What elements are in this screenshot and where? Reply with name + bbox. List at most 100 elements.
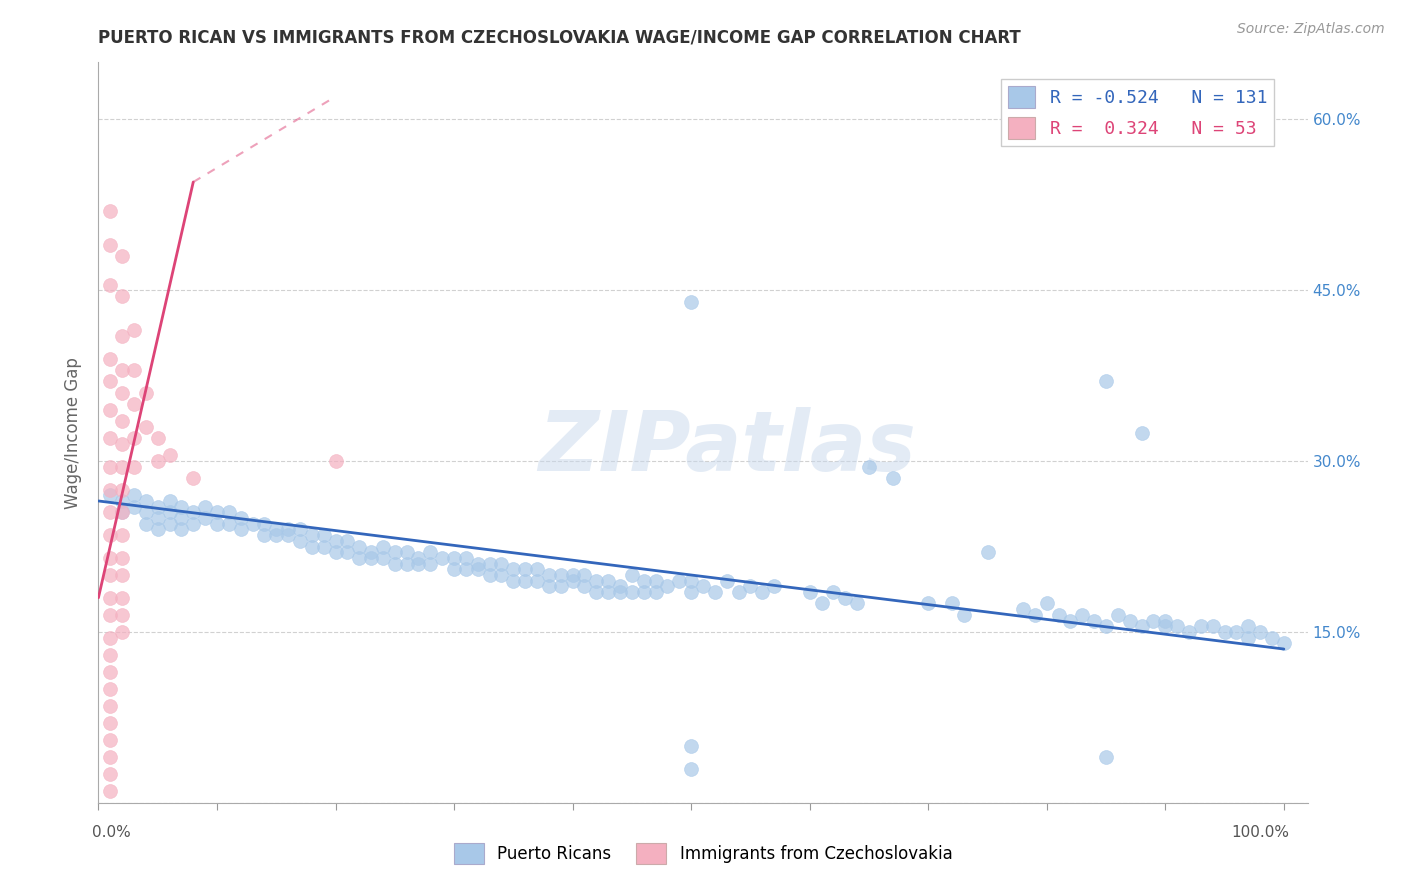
Point <box>98 698 121 713</box>
Point <box>1225 624 1247 639</box>
Point <box>325 454 347 468</box>
Point <box>264 523 287 537</box>
Point <box>681 739 703 753</box>
Point <box>336 545 359 559</box>
Point <box>111 591 134 605</box>
Point <box>325 545 347 559</box>
Text: Source: ZipAtlas.com: Source: ZipAtlas.com <box>1237 22 1385 37</box>
Point <box>301 528 323 542</box>
Point <box>620 585 643 599</box>
Point <box>1272 636 1295 650</box>
Point <box>858 459 880 474</box>
Point <box>253 516 276 531</box>
Point <box>111 437 134 451</box>
Point <box>146 511 169 525</box>
Point <box>537 579 560 593</box>
Point <box>1202 619 1225 633</box>
Point <box>111 505 134 519</box>
Point <box>347 540 370 554</box>
Point <box>585 574 607 588</box>
Point <box>170 500 193 514</box>
Point <box>846 597 869 611</box>
Point <box>194 500 217 514</box>
Legend: Puerto Ricans, Immigrants from Czechoslovakia: Puerto Ricans, Immigrants from Czechoslo… <box>447 837 959 871</box>
Point <box>98 591 121 605</box>
Point <box>288 523 311 537</box>
Point <box>111 328 134 343</box>
Point <box>727 585 749 599</box>
Point <box>122 459 145 474</box>
Point <box>111 483 134 497</box>
Point <box>419 557 441 571</box>
Point <box>98 203 121 218</box>
Point <box>1095 750 1118 764</box>
Point <box>585 585 607 599</box>
Point <box>976 545 998 559</box>
Point <box>98 733 121 747</box>
Point <box>347 550 370 565</box>
Point <box>135 385 157 400</box>
Point <box>515 574 537 588</box>
Point <box>181 516 204 531</box>
Point <box>111 494 134 508</box>
Point <box>681 294 703 309</box>
Point <box>823 585 845 599</box>
Point <box>502 562 524 576</box>
Point <box>122 363 145 377</box>
Point <box>98 607 121 622</box>
Point <box>598 585 620 599</box>
Point <box>681 585 703 599</box>
Point <box>491 568 513 582</box>
Point <box>574 568 596 582</box>
Point <box>98 237 121 252</box>
Point <box>526 574 548 588</box>
Point <box>122 431 145 445</box>
Point <box>98 784 121 798</box>
Text: 0.0%: 0.0% <box>93 825 131 840</box>
Point <box>98 750 121 764</box>
Point <box>419 545 441 559</box>
Point <box>111 528 134 542</box>
Point <box>135 420 157 434</box>
Point <box>159 516 181 531</box>
Point <box>111 505 134 519</box>
Point <box>111 414 134 428</box>
Point <box>111 289 134 303</box>
Point <box>159 505 181 519</box>
Point <box>371 540 394 554</box>
Point <box>644 585 666 599</box>
Point <box>550 579 572 593</box>
Point <box>111 568 134 582</box>
Point <box>1237 631 1260 645</box>
Point <box>395 557 418 571</box>
Point <box>98 488 121 502</box>
Point <box>111 363 134 377</box>
Point <box>1012 602 1035 616</box>
Point <box>633 574 655 588</box>
Point <box>1024 607 1046 622</box>
Point <box>1261 631 1284 645</box>
Point <box>218 516 240 531</box>
Point <box>98 568 121 582</box>
Point <box>467 557 489 571</box>
Point <box>598 574 620 588</box>
Point <box>111 459 134 474</box>
Point <box>242 516 264 531</box>
Point <box>312 528 335 542</box>
Point <box>395 545 418 559</box>
Point <box>205 505 228 519</box>
Point <box>1154 614 1177 628</box>
Point <box>1095 375 1118 389</box>
Point <box>111 607 134 622</box>
Point <box>146 500 169 514</box>
Point <box>229 523 252 537</box>
Point <box>135 516 157 531</box>
Point <box>882 471 904 485</box>
Point <box>941 597 963 611</box>
Point <box>799 585 821 599</box>
Point <box>633 585 655 599</box>
Point <box>98 431 121 445</box>
Point <box>159 449 181 463</box>
Point <box>98 375 121 389</box>
Point <box>194 511 217 525</box>
